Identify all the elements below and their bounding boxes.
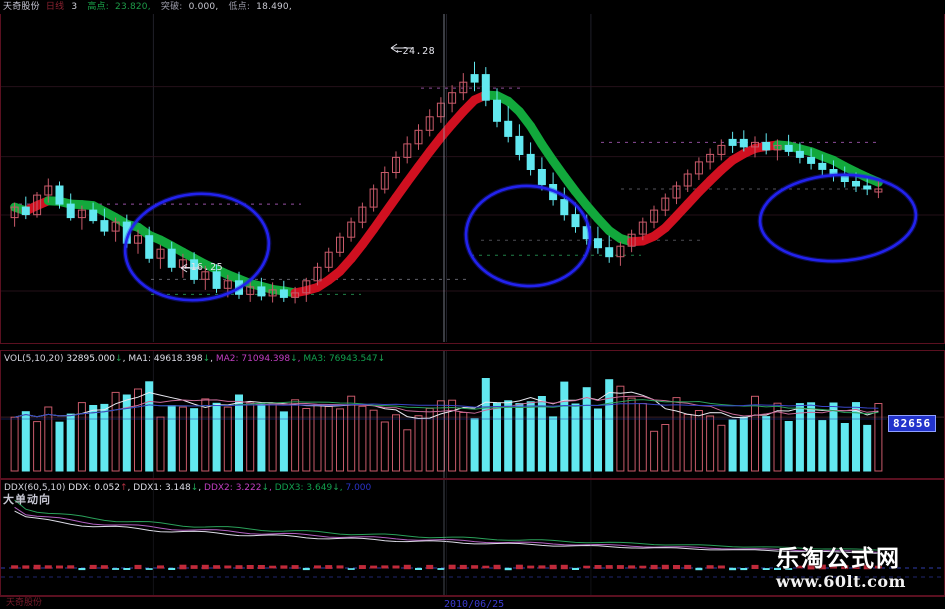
breakout-value: 0.000, <box>188 2 219 12</box>
ddx2-value: 3.222 <box>235 483 262 493</box>
ddx-indicator-name[interactable]: DDX(60,5,10) <box>4 483 66 493</box>
ddx-subtitle-label: 大单动向 <box>3 493 51 506</box>
ddx1-value: 3.148 <box>164 483 191 493</box>
ddx1-arrow: ↓ <box>190 483 199 493</box>
vol-ma3-label: MA3: <box>303 354 327 364</box>
vol-ma3-arrow: ↓ <box>377 354 386 364</box>
period-number-label: 3 <box>71 2 78 12</box>
price-callout-high: ←24.28 <box>396 46 436 57</box>
low-point-value: 18.490, <box>256 2 292 12</box>
ddx-label: DDX: <box>68 483 92 493</box>
watermark-site-name: 乐淘公式网 <box>776 546 901 572</box>
status-date-label: 2010/06/25 <box>444 599 505 609</box>
volume-chart-canvas <box>1 351 944 478</box>
vol-current-value: 32895.000 <box>66 354 116 364</box>
price-chart-canvas <box>1 14 944 342</box>
volume-right-value-tag: 82656 <box>888 415 937 432</box>
volume-indicator-title-row[interactable]: VOL(5,10,20) 32895.000↓, MA1: 49618.398↓… <box>4 354 386 364</box>
vol-indicator-name[interactable]: VOL(5,10,20) <box>4 354 64 364</box>
ddx-value: 0.052 <box>94 483 120 493</box>
ddx2-arrow: ↓ <box>261 483 269 493</box>
low-point-label: 低点: <box>228 2 251 12</box>
ddx-indicator-title-row[interactable]: DDX(60,5,10) DDX: 0.052↑, DDX1: 3.148↓, … <box>4 483 372 493</box>
site-watermark: 乐淘公式网 www.60lt.com <box>776 546 906 591</box>
price-chart-pane[interactable] <box>0 14 945 344</box>
high-point-label: 高点: <box>87 2 109 12</box>
vol-ma1-value: 49618.398 <box>153 354 203 364</box>
ddx3-value: 3.649 <box>306 483 333 493</box>
status-left-text: 天奇股份 <box>6 598 43 608</box>
status-divider <box>0 596 945 597</box>
price-callout-low: ←16.25 <box>184 262 224 273</box>
period-label[interactable]: 日线 <box>45 2 65 12</box>
watermark-site-url: www.60lt.com <box>776 572 906 591</box>
ddx3-label: DDX3: <box>274 483 304 493</box>
vol-ma2-arrow: ↓ <box>290 354 298 364</box>
ddx1-label: DDX1: <box>133 483 163 493</box>
vol-current-arrow: ↓ <box>115 354 123 364</box>
vol-ma1-arrow: ↓ <box>202 354 211 364</box>
vol-ma3-value: 76943.547 <box>328 354 378 364</box>
ddx2-label: DDX2: <box>204 483 233 493</box>
vol-ma2-value: 71094.398 <box>241 354 291 364</box>
high-point-value: 23.820, <box>115 2 151 12</box>
ddx3-arrow: ↓ <box>332 483 340 493</box>
stock-name-label[interactable]: 天奇股份 <box>3 2 40 12</box>
quote-header-bar: 天奇股份 日线 3 高点: 23.820, 突破: 0.000, 低点: 18.… <box>0 0 945 14</box>
vol-ma1-label: MA1: <box>128 354 152 364</box>
status-bar: 天奇股份 2010/06/25 <box>0 596 945 609</box>
ddx-arrow: ↑ <box>119 483 128 493</box>
volume-pane[interactable] <box>0 350 945 479</box>
ddx4-value: 7.000 <box>345 483 372 493</box>
breakout-label: 突破: <box>160 2 183 12</box>
vol-ma2-label: MA2: <box>215 354 239 364</box>
